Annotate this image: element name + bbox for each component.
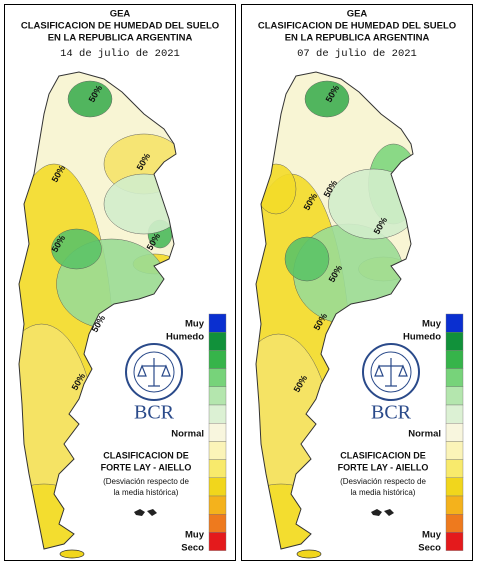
title-line: CLASIFICACION DE HUMEDAD DEL SUELO (21, 21, 219, 32)
legend-swatch (208, 368, 227, 388)
title-line: GEA (110, 9, 131, 20)
logo-text: BCR (134, 402, 175, 424)
logo-scale (374, 358, 408, 387)
legend-label: Humedo (166, 332, 204, 343)
legend-label: Normal (408, 429, 441, 440)
legend-label: Muy (422, 319, 442, 330)
legend-swatch (445, 368, 464, 388)
classification-note: la media histórica) (114, 488, 179, 497)
country-outline (18, 71, 177, 550)
logo-text: BCR (371, 402, 412, 424)
classification-note: (Desviación respecto de (340, 477, 426, 486)
legend-swatch (445, 532, 464, 551)
classification-note: (Desviación respecto de (103, 477, 189, 486)
title-line: EN LA REPUBLICA ARGENTINA (285, 33, 430, 44)
legend-swatch (208, 477, 227, 497)
legend-swatch (208, 441, 227, 460)
tierra-del-fuego (296, 549, 322, 559)
legend-swatch (445, 495, 464, 515)
malvinas (134, 509, 157, 516)
title-line: GEA (347, 9, 368, 20)
legend-label: Muy (185, 319, 205, 330)
legend-swatch (208, 404, 227, 424)
legend-swatch (445, 386, 464, 406)
title-line: EN LA REPUBLICA ARGENTINA (48, 33, 193, 44)
legend-swatch (445, 441, 464, 460)
legend-swatch (208, 514, 227, 533)
legend-swatch (208, 350, 227, 369)
legend-swatch (445, 404, 464, 424)
legend-swatch (445, 332, 464, 351)
logo-inner (370, 351, 412, 393)
classification: CLASIFICACION DE (340, 450, 426, 460)
moisture-area (284, 236, 330, 282)
legend-swatch (208, 386, 227, 406)
title-line: CLASIFICACION DE HUMEDAD DEL SUELO (258, 21, 456, 32)
legend-swatch (208, 495, 227, 515)
legend-label: Muy (185, 530, 205, 541)
moisture-area (67, 80, 113, 118)
legend-swatch (208, 459, 227, 479)
classification: FORTE LAY - AIELLO (101, 462, 192, 472)
moisture-area (304, 80, 350, 118)
map-date: 07 de julio de 2021 (297, 48, 417, 60)
legend-swatch (445, 477, 464, 497)
legend-swatch (445, 313, 464, 333)
legend-swatch (445, 459, 464, 479)
legend-swatch (445, 350, 464, 369)
classification: CLASIFICACION DE (103, 450, 189, 460)
legend-label: Seco (418, 543, 441, 554)
legend-label: Seco (181, 543, 204, 554)
legend-swatch (208, 423, 227, 442)
legend-swatch (208, 532, 227, 551)
country-outline (255, 71, 414, 550)
legend-label: Normal (171, 429, 204, 440)
moisture-area (51, 228, 102, 270)
legend-swatch (445, 423, 464, 442)
legend-label: Humedo (403, 332, 441, 343)
classification: FORTE LAY - AIELLO (338, 462, 429, 472)
classification-note: la media histórica) (351, 488, 416, 497)
tierra-del-fuego (59, 549, 85, 559)
legend-label: Muy (422, 530, 442, 541)
malvinas (371, 509, 394, 516)
legend-swatch (208, 332, 227, 351)
logo-scale (137, 358, 171, 387)
legend-swatch (445, 514, 464, 533)
map-date: 14 de julio de 2021 (60, 48, 180, 60)
logo-inner (133, 351, 175, 393)
legend-swatch (208, 313, 227, 333)
